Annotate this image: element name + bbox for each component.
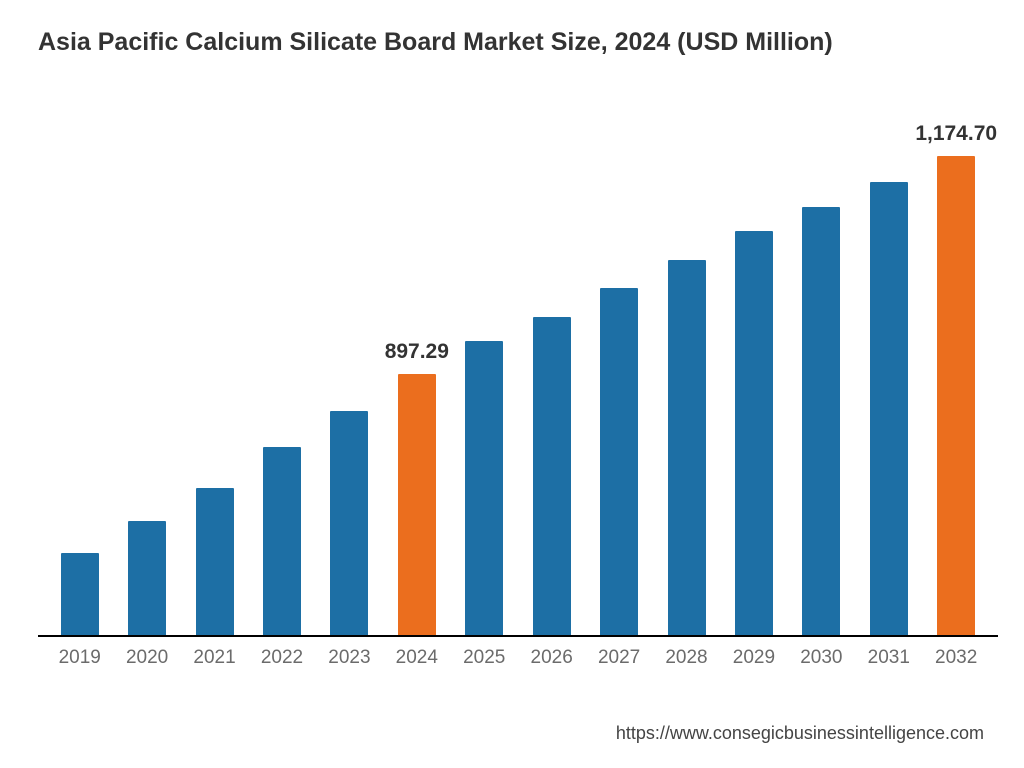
bar-slot bbox=[720, 107, 787, 635]
source-url: https://www.consegicbusinessintelligence… bbox=[616, 723, 984, 744]
bar-slot bbox=[316, 107, 383, 635]
x-tick-label: 2031 bbox=[855, 647, 922, 669]
plot-area: 897.29 1,174.70 bbox=[38, 107, 998, 637]
bar bbox=[533, 317, 571, 635]
x-tick-label: 2032 bbox=[922, 647, 989, 669]
bar bbox=[128, 521, 166, 635]
bar bbox=[61, 553, 99, 635]
bar-slot bbox=[518, 107, 585, 635]
x-tick-label: 2024 bbox=[383, 647, 450, 669]
bar-slot bbox=[113, 107, 180, 635]
bar bbox=[330, 411, 368, 635]
x-tick-label: 2027 bbox=[585, 647, 652, 669]
x-axis: 2019202020212022202320242025202620272028… bbox=[38, 637, 998, 669]
bar bbox=[668, 260, 706, 635]
x-tick-label: 2029 bbox=[720, 647, 787, 669]
bar bbox=[263, 447, 301, 635]
x-tick-label: 2023 bbox=[316, 647, 383, 669]
bar-value-label: 897.29 bbox=[385, 340, 449, 364]
bar bbox=[600, 288, 638, 635]
bar-value-label: 1,174.70 bbox=[915, 122, 997, 146]
bar bbox=[735, 231, 773, 635]
bar-slot: 1,174.70 bbox=[922, 107, 989, 635]
bar bbox=[196, 488, 234, 635]
x-tick-label: 2019 bbox=[46, 647, 113, 669]
bar bbox=[465, 341, 503, 635]
bar-slot bbox=[451, 107, 518, 635]
bars-group: 897.29 1,174.70 bbox=[38, 107, 998, 635]
bar-slot bbox=[181, 107, 248, 635]
x-tick-label: 2020 bbox=[113, 647, 180, 669]
bar bbox=[802, 207, 840, 635]
bar-slot bbox=[855, 107, 922, 635]
chart-container: Asia Pacific Calcium Silicate Board Mark… bbox=[0, 0, 1024, 768]
bar bbox=[937, 156, 975, 635]
x-tick-label: 2025 bbox=[451, 647, 518, 669]
bar-slot bbox=[788, 107, 855, 635]
chart-title: Asia Pacific Calcium Silicate Board Mark… bbox=[38, 28, 1004, 57]
x-tick-label: 2030 bbox=[788, 647, 855, 669]
x-tick-label: 2022 bbox=[248, 647, 315, 669]
bar bbox=[870, 182, 908, 635]
bar-slot bbox=[46, 107, 113, 635]
x-tick-label: 2028 bbox=[653, 647, 720, 669]
x-tick-label: 2021 bbox=[181, 647, 248, 669]
bar-slot bbox=[248, 107, 315, 635]
x-tick-label: 2026 bbox=[518, 647, 585, 669]
bar-slot bbox=[653, 107, 720, 635]
bar-slot bbox=[585, 107, 652, 635]
bar bbox=[398, 374, 436, 635]
bar-slot: 897.29 bbox=[383, 107, 450, 635]
